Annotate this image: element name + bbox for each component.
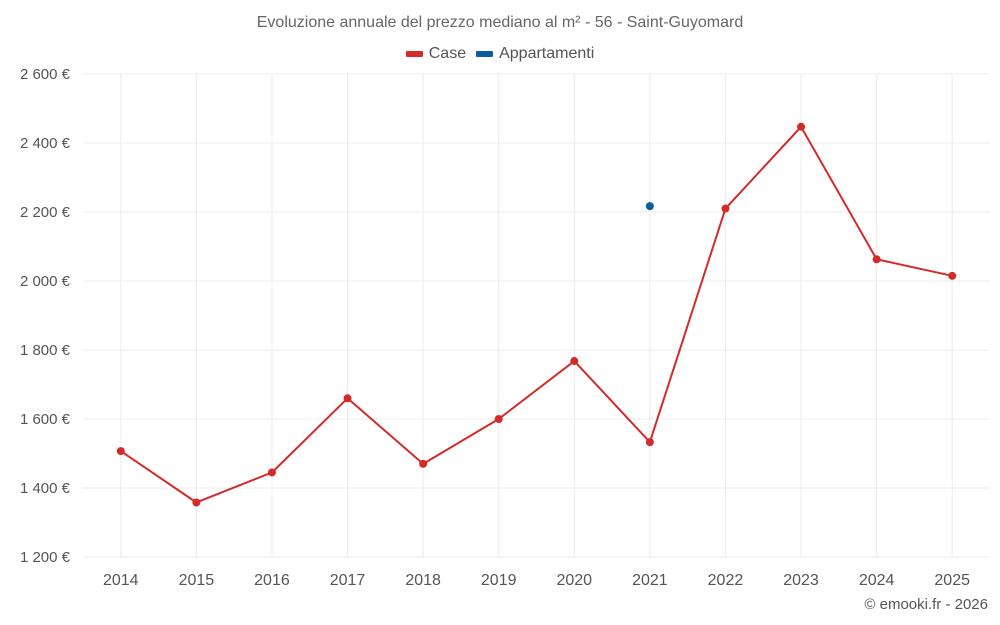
x-tick-label: 2020 (556, 572, 592, 589)
data-point (645, 202, 654, 211)
legend: Case Appartamenti (0, 45, 1000, 63)
legend-swatch-case (405, 51, 423, 57)
data-point (116, 447, 125, 456)
data-point (721, 204, 730, 213)
x-tick-label: 2022 (708, 572, 744, 589)
y-tick-label: 1 600 € (20, 411, 71, 428)
y-tick-label: 2 400 € (20, 135, 71, 152)
legend-swatch-appartamenti (476, 51, 494, 57)
legend-item-case[interactable]: Case (405, 45, 467, 63)
x-tick-label: 2019 (481, 572, 517, 589)
x-tick-label: 2015 (179, 572, 215, 589)
data-point (343, 394, 352, 403)
data-point (948, 271, 957, 280)
x-tick-label: 2023 (783, 572, 819, 589)
series-line-0 (120, 125, 953, 504)
x-tick-label: 2018 (405, 572, 441, 589)
y-tick-label: 2 000 € (20, 273, 71, 290)
data-point (797, 122, 806, 131)
x-tick-label: 2017 (330, 572, 366, 589)
legend-item-appartamenti[interactable]: Appartamenti (476, 45, 594, 63)
legend-label-appartamenti: Appartamenti (499, 45, 595, 62)
y-tick-label: 2 200 € (20, 204, 71, 221)
data-point (494, 415, 503, 423)
chart-title: Evoluzione annuale del prezzo mediano al… (256, 14, 744, 31)
legend-label-case: Case (428, 45, 467, 62)
credit-text: © emooki.fr - 2026 (864, 596, 988, 613)
data-point (192, 498, 201, 507)
x-tick-label: 2025 (934, 572, 970, 589)
x-tick-label: 2024 (859, 572, 895, 589)
x-tick-label: 2021 (632, 572, 668, 589)
data-point (645, 438, 654, 447)
y-tick-label: 2 600 € (20, 66, 71, 83)
data-point (570, 357, 579, 366)
y-tick-label: 1 800 € (20, 342, 71, 359)
y-tick-label: 1 400 € (20, 480, 71, 497)
data-point (267, 468, 276, 477)
data-point (419, 459, 428, 468)
x-tick-label: 2014 (103, 572, 139, 589)
x-tick-label: 2016 (254, 572, 290, 589)
data-point (872, 255, 881, 264)
y-tick-label: 1 200 € (20, 549, 71, 566)
